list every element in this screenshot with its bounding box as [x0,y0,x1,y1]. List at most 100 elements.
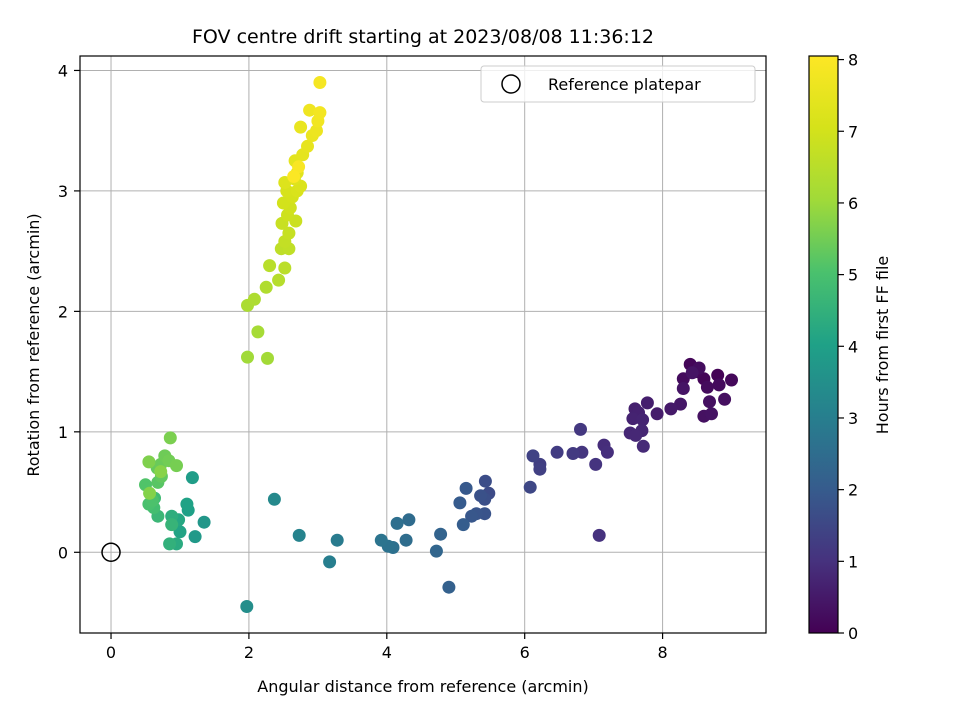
y-tick-label: 2 [58,302,68,321]
data-point [533,462,547,476]
colorbar-tick-label: 7 [848,122,858,141]
data-point [163,537,177,551]
data-point [402,513,416,527]
colorbar-gradient [808,55,839,634]
data-point [399,533,413,547]
data-point [259,280,273,294]
data-point [247,292,261,306]
x-tick-label: 8 [657,643,667,662]
data-point [629,428,643,442]
data-point [310,124,323,138]
data-point [434,527,448,541]
legend-marker [501,74,521,94]
data-point [703,395,716,409]
colorbar-tick-label: 8 [848,51,858,70]
x-tick-label: 2 [244,643,254,662]
data-point [459,481,473,495]
y-tick-label: 3 [58,182,68,201]
data-point [589,457,603,471]
data-point [330,533,344,547]
x-tick-label: 4 [382,643,392,662]
data-point [197,515,211,529]
colorbar-tick-label: 5 [848,266,858,285]
data-point [272,273,286,287]
x-tick-label: 0 [106,643,116,662]
data-point [282,226,296,240]
colorbar-tick-label: 0 [848,624,858,643]
data-point [550,445,564,459]
data-point [303,103,317,117]
data-point [566,447,580,460]
data-point [700,380,714,394]
data-point [636,439,650,453]
data-point [711,368,725,382]
data-point [267,492,281,506]
data-point [188,530,202,544]
y-axis-ticks: 0 1 2 3 4 [58,61,80,562]
colorbar-tick-label: 4 [848,337,858,356]
data-point [143,486,157,500]
data-point [712,378,726,392]
data-point [456,518,470,532]
data-point [600,445,614,459]
data-point [674,397,687,411]
data-point [676,382,690,395]
data-point [185,471,199,485]
data-point [292,528,306,542]
data-point [292,160,306,174]
y-axis-label: Rotation from reference (arcmin) [24,213,43,476]
data-point [526,449,540,463]
data-point [390,516,404,530]
data-point [241,350,254,364]
data-points [139,76,738,613]
data-point [429,544,443,558]
y-tick-label: 1 [58,423,68,442]
x-axis-ticks: 0 2 4 6 8 [106,633,668,662]
data-point [725,373,738,387]
data-point [523,480,537,494]
data-point [718,392,732,406]
plot-frame [79,55,767,634]
data-point [374,533,388,547]
data-point [636,413,650,427]
data-point [705,407,718,421]
colorbar-ticks: 0 1 2 3 4 5 6 7 8 [838,51,858,643]
data-point [170,459,183,473]
data-point [261,351,274,365]
data-point [313,76,327,89]
data-point [640,396,654,410]
data-point [313,106,327,120]
data-point [442,580,456,594]
data-point [294,120,308,134]
data-point [685,366,699,380]
data-point [263,259,277,273]
data-point [165,518,179,532]
data-point [240,600,254,613]
data-point [142,455,156,469]
y-tick-label: 4 [58,61,68,80]
colorbar-tick-label: 2 [848,481,858,500]
data-point [592,528,606,542]
chart-title: FOV centre drift starting at 2023/08/08 … [192,26,654,48]
data-point [574,422,587,436]
colorbar-tick-label: 3 [848,409,858,428]
data-point [474,489,488,503]
data-point [163,431,177,445]
data-point [301,139,314,153]
legend: Reference platepar [480,65,756,103]
data-point [626,412,640,426]
colorbar-tick-label: 1 [848,552,858,571]
data-point [154,465,168,479]
data-point [180,497,194,511]
y-tick-label: 0 [58,543,68,562]
data-point [478,474,492,488]
colorbar-label: Hours from first FF file [873,256,892,435]
data-point [278,261,292,275]
colorbar: 0 1 2 3 4 5 6 7 8 Hours from first FF file [808,51,892,643]
legend-label: Reference platepar [548,75,701,94]
data-point [287,170,301,183]
legend-box [480,65,756,103]
data-point [251,325,265,339]
x-tick-label: 6 [520,643,530,662]
